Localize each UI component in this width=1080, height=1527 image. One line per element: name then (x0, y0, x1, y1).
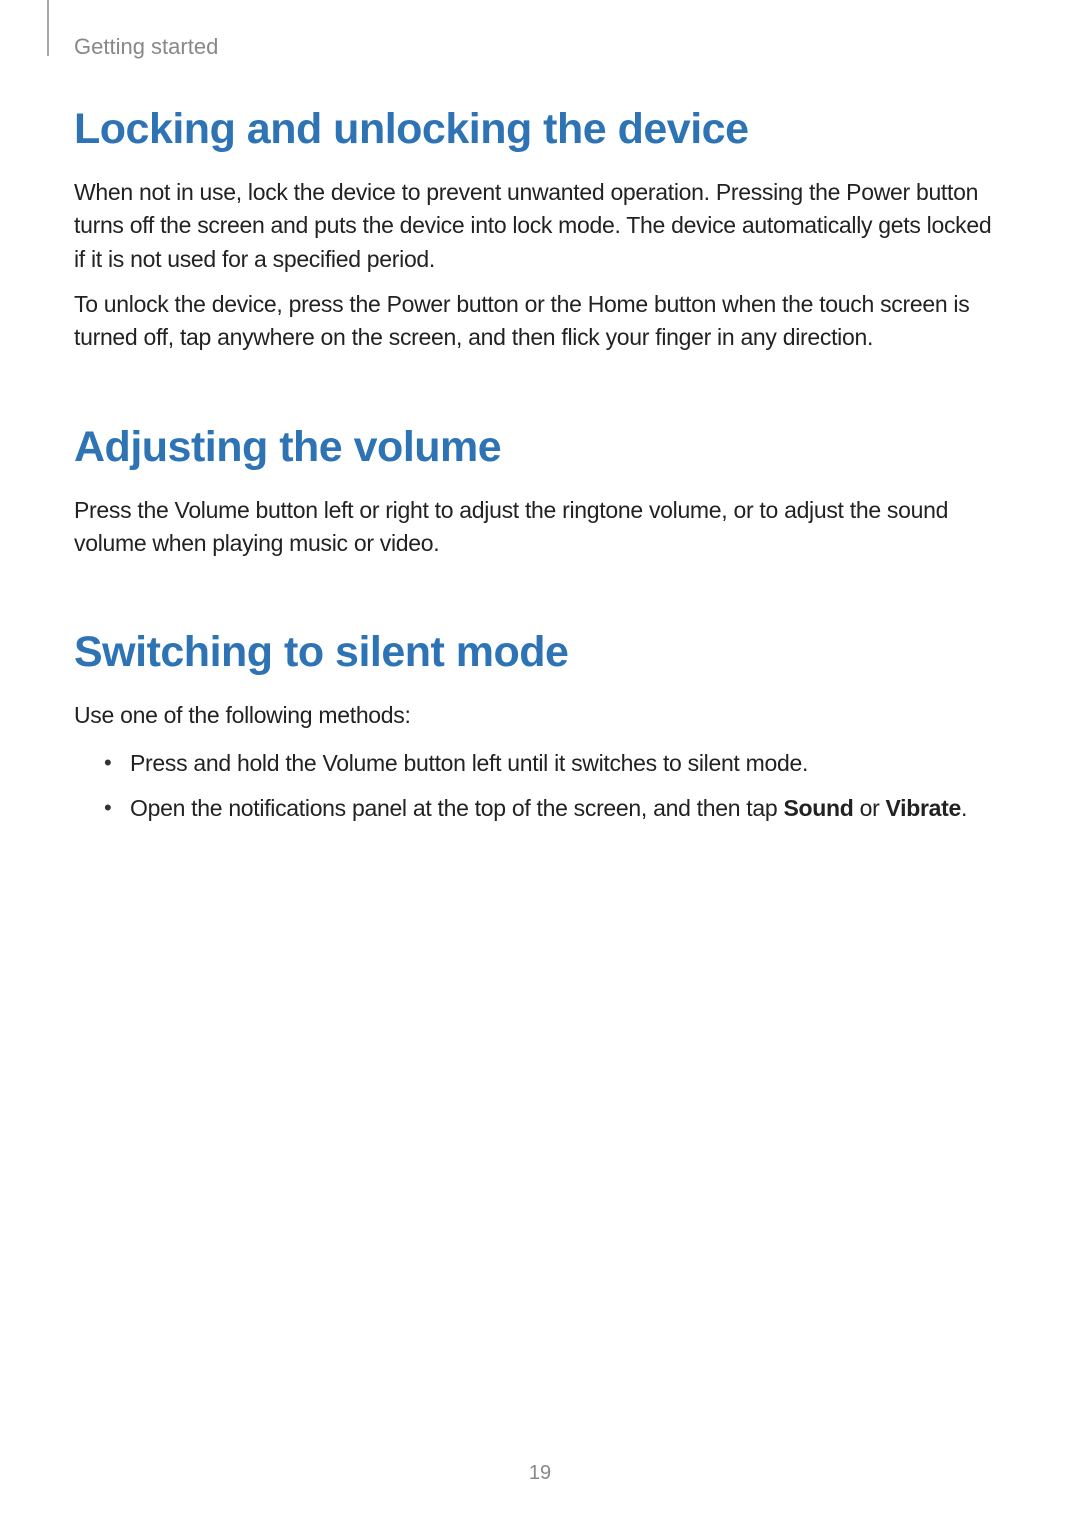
list-item: Press and hold the Volume button left un… (104, 745, 1008, 782)
page-number: 19 (0, 1462, 1080, 1485)
bullet-list: Press and hold the Volume button left un… (74, 745, 1008, 827)
list-text: . (961, 795, 967, 821)
body-paragraph: Press the Volume button left or right to… (74, 494, 1008, 561)
body-paragraph: To unlock the device, press the Power bu… (74, 288, 1008, 355)
section-heading: Locking and unlocking the device (74, 105, 1008, 154)
breadcrumb: Getting started (74, 34, 218, 60)
section-heading: Adjusting the volume (74, 423, 1008, 472)
section-volume: Adjusting the volume Press the Volume bu… (74, 423, 1008, 561)
list-text: Open the notifications panel at the top … (130, 795, 783, 821)
section-silent-mode: Switching to silent mode Use one of the … (74, 628, 1008, 826)
body-paragraph: When not in use, lock the device to prev… (74, 176, 1008, 276)
list-text: or (854, 795, 886, 821)
bold-text: Sound (783, 795, 853, 821)
section-heading: Switching to silent mode (74, 628, 1008, 677)
body-paragraph: Use one of the following methods: (74, 699, 1008, 732)
section-locking: Locking and unlocking the device When no… (74, 105, 1008, 355)
list-item: Open the notifications panel at the top … (104, 790, 1008, 827)
page-edge-mark (47, 0, 49, 56)
bold-text: Vibrate (886, 795, 961, 821)
page-content: Locking and unlocking the device When no… (74, 105, 1008, 894)
